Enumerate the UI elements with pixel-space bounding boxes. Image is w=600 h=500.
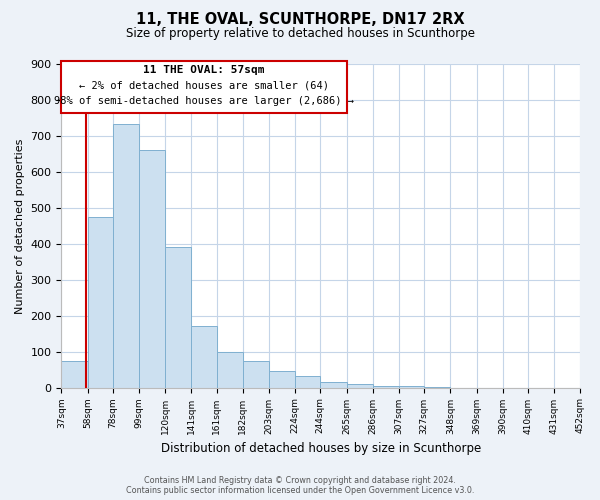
Bar (88, 217, 113, 388)
Bar (320, 382, 347, 388)
Bar (61, 360, 88, 388)
Y-axis label: Number of detached properties: Number of detached properties (15, 138, 25, 314)
Bar (217, 352, 243, 388)
Bar (373, 386, 399, 388)
Text: 11, THE OVAL, SCUNTHORPE, DN17 2RX: 11, THE OVAL, SCUNTHORPE, DN17 2RX (136, 12, 464, 28)
Bar (165, 248, 191, 388)
Bar (191, 326, 217, 388)
Bar (61, 60, 347, 113)
X-axis label: Distribution of detached houses by size in Scunthorpe: Distribution of detached houses by size … (161, 442, 481, 455)
Bar (243, 360, 269, 388)
Bar (399, 386, 424, 388)
Text: Size of property relative to detached houses in Scunthorpe: Size of property relative to detached ho… (125, 28, 475, 40)
Text: ← 2% of detached houses are smaller (64): ← 2% of detached houses are smaller (64) (79, 80, 329, 90)
Bar (347, 384, 373, 388)
Text: Contains HM Land Registry data © Crown copyright and database right 2024.
Contai: Contains HM Land Registry data © Crown c… (126, 476, 474, 495)
Bar (295, 376, 320, 388)
Text: 98% of semi-detached houses are larger (2,686) →: 98% of semi-detached houses are larger (… (54, 96, 354, 106)
Bar (139, 150, 165, 388)
Text: 11 THE OVAL: 57sqm: 11 THE OVAL: 57sqm (143, 65, 265, 75)
Bar (269, 371, 295, 388)
Bar (580, 386, 600, 388)
Bar (113, 124, 139, 388)
